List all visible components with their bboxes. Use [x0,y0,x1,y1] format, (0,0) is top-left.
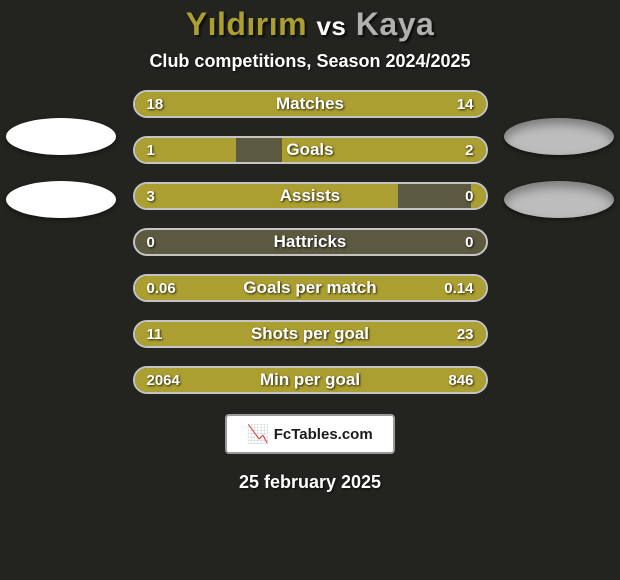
stat-row: 0.060.14Goals per match [133,274,488,302]
title-vs: vs [316,11,346,41]
generation-date: 25 february 2025 [0,472,620,493]
chart-icon: 📈 [247,424,269,445]
stat-fill-left [135,368,384,392]
left-avatar-column [6,118,116,218]
title-player-left: Yıldırım [186,6,307,42]
left-team-ellipse-1 [6,118,116,155]
stats-bars: 1814Matches 12Goals 30Assists 0 0Hattricks 0.… [133,90,488,394]
right-team-ellipse-1 [504,118,614,155]
stat-row: 12Goals [133,136,488,164]
stat-fill-right [471,184,485,208]
brand-badge: 📈 FcTables.com [225,414,395,454]
stat-fill-right [384,368,486,392]
stat-fill-right [240,276,486,300]
stat-row: 0 0Hattricks [133,228,488,256]
comparison-card: Yıldırım vs Kaya Club competitions, Seas… [0,0,620,580]
stat-row: 30Assists [133,182,488,210]
stat-fill-left [135,138,237,162]
stat-fill-right [331,92,485,116]
stat-row: 2064846Min per goal [133,366,488,394]
stat-fill-right [282,138,486,162]
right-avatar-column [504,118,614,218]
title-player-right: Kaya [356,6,435,42]
stat-fill-right [247,322,486,346]
left-team-ellipse-2 [6,181,116,218]
brand-text: FcTables.com [274,426,373,443]
stat-row: 1814Matches [133,90,488,118]
page-title: Yıldırım vs Kaya [0,6,620,43]
stat-fill-left [135,322,247,346]
stat-value-left: 0 [147,230,155,254]
stat-value-right: 0 [465,230,473,254]
stat-fill-left [135,184,398,208]
subtitle: Club competitions, Season 2024/2025 [0,51,620,72]
stat-fill-left [135,276,240,300]
right-team-ellipse-2 [504,181,614,218]
stat-row: 1123Shots per goal [133,320,488,348]
stat-label: Hattricks [135,230,486,254]
stat-fill-left [135,92,332,116]
